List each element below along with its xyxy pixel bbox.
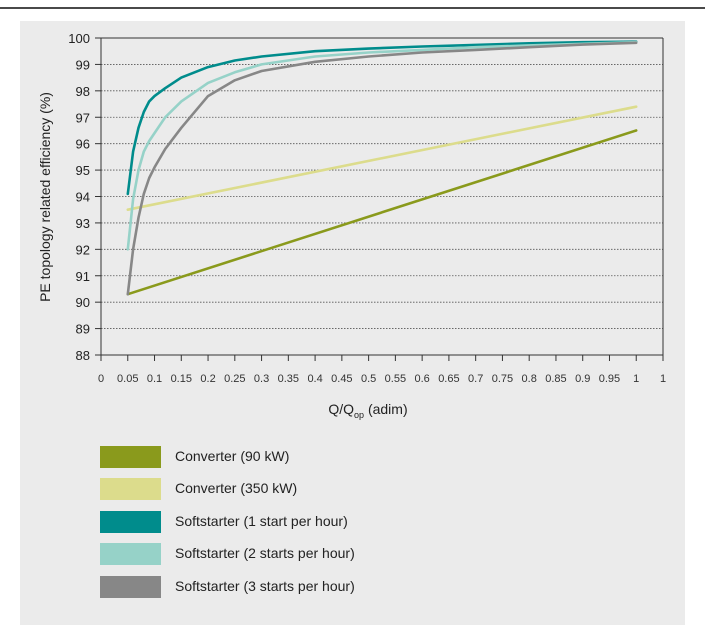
- label-layer: 88 89 90 91 92 93 94 95 96 97 98 99 100 0 0.05 0.1 0.15 0…: [68, 31, 666, 385]
- x-tick-label: 0.85: [545, 373, 566, 385]
- legend-label: Softstarter (1 start per hour): [175, 513, 348, 529]
- x-tick-label: 0.3: [254, 373, 269, 385]
- legend-label: Softstarter (2 starts per hour): [175, 545, 355, 561]
- x-tick-label: 1: [660, 373, 666, 385]
- legend-label: Converter (90 kW): [175, 448, 290, 464]
- legend-item: Softstarter (1 start per hour): [100, 511, 520, 533]
- y-tick-label: 95: [76, 163, 90, 178]
- x-tick-label: 0.45: [331, 373, 352, 385]
- legend-swatch: [100, 576, 161, 598]
- x-tick-label: 0.05: [117, 373, 138, 385]
- legend-swatch: [100, 543, 161, 565]
- series-line: [126, 40, 638, 196]
- legend-item: Converter (350 kW): [100, 478, 520, 500]
- series-layer: [126, 40, 638, 296]
- y-tick-label: 94: [76, 190, 90, 205]
- y-tick-label: 90: [76, 295, 90, 310]
- y-tick-label: 98: [76, 84, 90, 99]
- x-tick-label: 0.2: [200, 373, 215, 385]
- y-tick-label: 92: [76, 242, 90, 257]
- x-axis-title: Q/Qop (adim): [328, 401, 407, 420]
- y-tick-label: 97: [76, 110, 90, 125]
- legend-item: Softstarter (2 starts per hour): [100, 543, 520, 565]
- axis-layer: [95, 37, 664, 361]
- x-tick-label: 0.25: [224, 373, 245, 385]
- legend-swatch: [100, 511, 161, 533]
- series-line: [126, 40, 638, 251]
- y-tick-label: 89: [76, 322, 90, 337]
- y-tick-label: 99: [76, 57, 90, 72]
- x-tick-label: 0.75: [492, 373, 513, 385]
- legend-item: Softstarter (3 starts per hour): [100, 576, 520, 598]
- x-tick-label: 1: [633, 373, 639, 385]
- x-tick-label: 0.55: [385, 373, 406, 385]
- series-line: [126, 129, 638, 296]
- y-axis-title: PE topology related efficiency (%): [37, 92, 53, 302]
- top-rule: [0, 7, 705, 9]
- y-tick-label: 88: [76, 348, 90, 363]
- y-tick-label: 96: [76, 137, 90, 152]
- x-tick-label: 0.65: [438, 373, 459, 385]
- x-tick-label: 0.9: [575, 373, 590, 385]
- x-axis-title-sub: op: [354, 410, 364, 420]
- x-tick-label: 0.7: [468, 373, 483, 385]
- x-tick-label: 0.15: [171, 373, 192, 385]
- x-axis-title-unit: (adim): [364, 401, 408, 417]
- x-tick-label: 0.8: [522, 373, 537, 385]
- x-tick-label: 0.4: [307, 373, 322, 385]
- x-tick-label: 0: [98, 373, 104, 385]
- x-tick-label: 0.1: [147, 373, 162, 385]
- legend-swatch: [100, 478, 161, 500]
- legend-label: Converter (350 kW): [175, 480, 298, 496]
- x-tick-label: 0.95: [599, 373, 620, 385]
- x-tick-label: 0.35: [278, 373, 299, 385]
- x-tick-label: 0.5: [361, 373, 376, 385]
- legend-swatch: [100, 446, 161, 468]
- y-tick-label: 91: [76, 269, 90, 284]
- y-tick-label: 100: [68, 31, 90, 46]
- x-tick-label: 0.6: [414, 373, 429, 385]
- legend-item: Converter (90 kW): [100, 446, 520, 468]
- grid-layer: [101, 64, 663, 329]
- legend-label: Softstarter (3 starts per hour): [175, 578, 355, 594]
- y-tick-label: 93: [76, 216, 90, 231]
- series-line: [126, 41, 638, 296]
- series-line: [126, 105, 638, 211]
- x-axis-title-main: Q/Q: [328, 401, 354, 417]
